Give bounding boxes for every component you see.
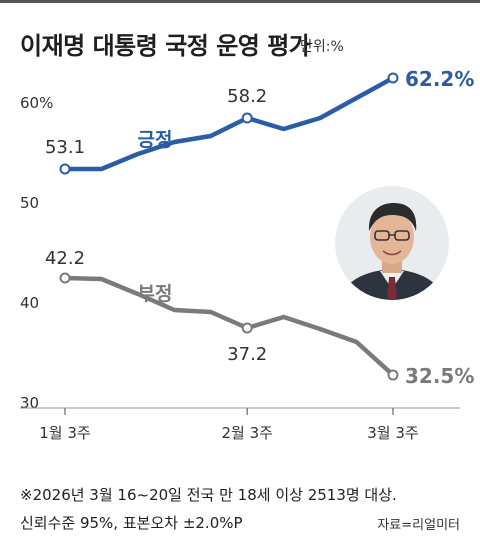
series-0-label-9: 62.2%	[405, 67, 474, 91]
series-name-0: 긍정	[138, 129, 173, 151]
x-tick-label-9: 3월 3주	[367, 424, 418, 442]
series-0-label-5: 58.2	[227, 86, 267, 107]
series-line-0	[62, 75, 396, 172]
y-tick-label-60: 60%	[20, 94, 53, 112]
chart-title: 이재명 대통령 국정 운영 평가	[20, 32, 311, 60]
series-1-label-9: 32.5%	[405, 364, 474, 388]
footnote-margin: 신뢰수준 95%, 표본오차 ±2.0%P	[20, 514, 243, 532]
top-rule	[0, 0, 480, 3]
x-tick-label-0: 1월 3주	[39, 424, 90, 442]
series-1-point-5	[241, 322, 253, 334]
series-name-1: 부정	[138, 283, 173, 305]
series-0-point-0	[59, 163, 71, 175]
series-0-point-9	[387, 72, 399, 84]
series-0-point-5	[241, 112, 253, 124]
unit-label: 단위:%	[300, 39, 344, 55]
series-line-1	[62, 275, 396, 378]
footnote-survey: ※2026년 3월 16~20일 전국 만 18세 이상 2513명 대상.	[20, 486, 397, 504]
series-0-label-0: 53.1	[45, 137, 85, 158]
x-tick-label-5: 2월 3주	[221, 424, 272, 442]
y-tick-label-50: 50	[20, 194, 39, 212]
source-label: 자료=리얼미터	[377, 518, 460, 533]
series-1-label-5: 37.2	[227, 344, 267, 365]
series-1-point-9	[387, 369, 399, 381]
series-1-point-0	[59, 272, 71, 284]
y-tick-label-40: 40	[20, 294, 39, 312]
series-1-label-0: 42.2	[45, 248, 85, 269]
y-tick-label-30: 30	[20, 394, 39, 412]
president-portrait	[335, 186, 449, 300]
